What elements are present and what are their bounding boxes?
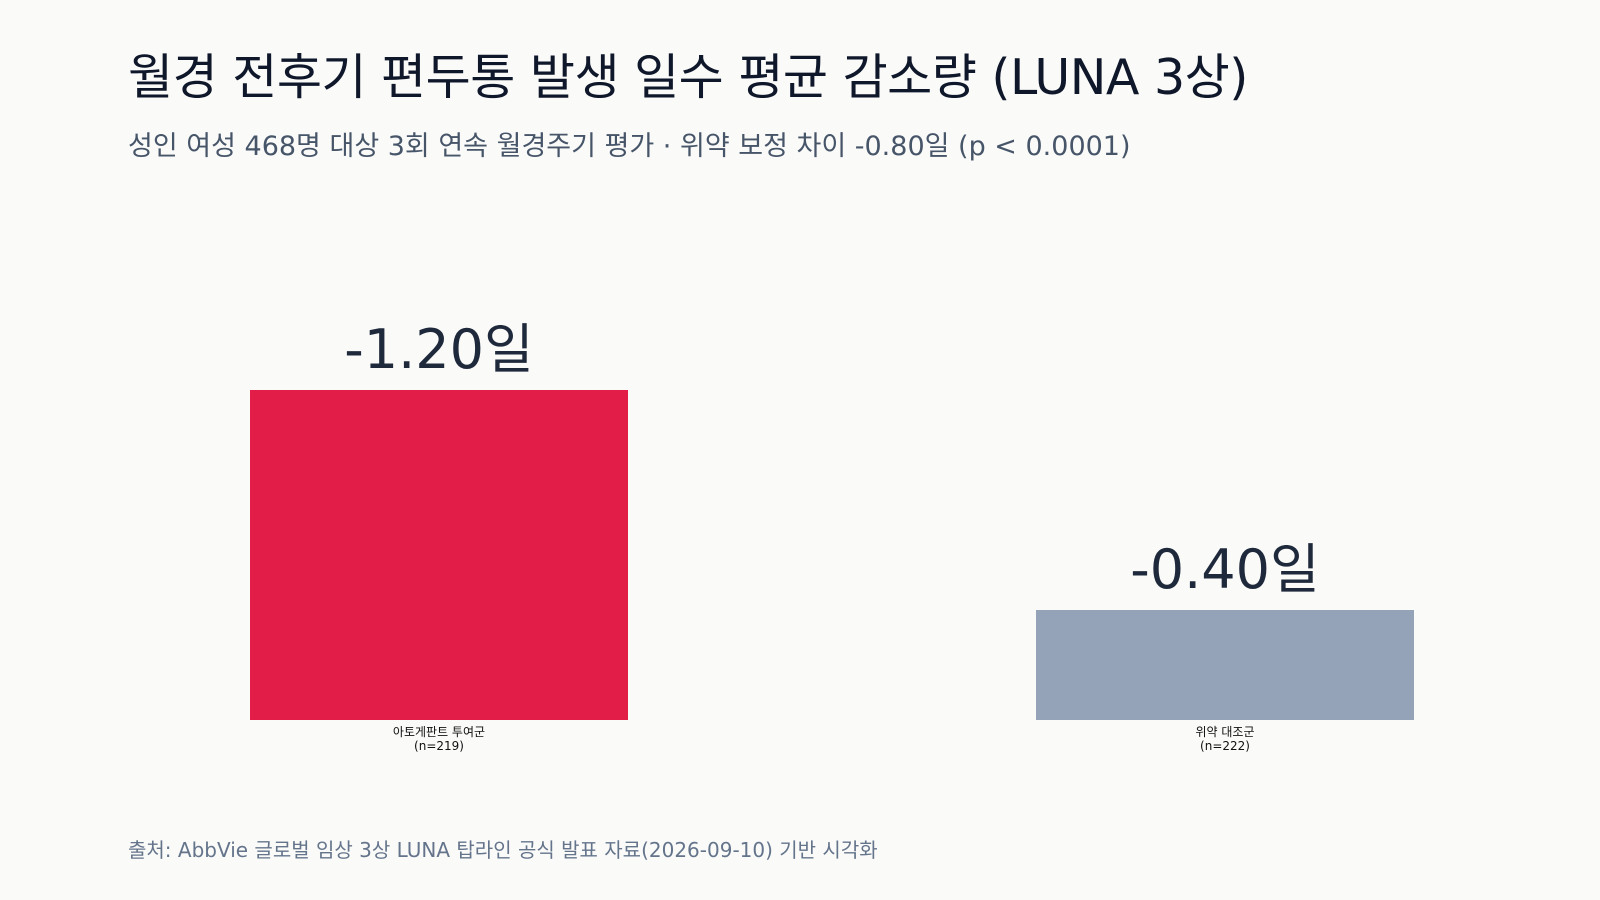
- source-note: 출처: AbbVie 글로벌 임상 3상 LUNA 탑라인 공식 발표 자료(2…: [128, 838, 878, 862]
- bar-1: [250, 390, 628, 720]
- data-label-1: -1.20일: [344, 318, 533, 381]
- category-label-1-line-1: 아토게판트 투여군: [393, 725, 485, 739]
- bar-2: [1036, 610, 1414, 720]
- data-label-2: -0.40일: [1130, 538, 1319, 601]
- category-label-2-line-2: (n=222): [1200, 739, 1250, 753]
- chart-subtitle: 성인 여성 468명 대상 3회 연속 월경주기 평가 · 위약 보정 차이 -…: [128, 131, 1131, 162]
- chart-title: 월경 전후기 편두통 발생 일수 평균 감소량 (LUNA 3상): [128, 49, 1248, 106]
- category-label-2-line-1: 위약 대조군: [1195, 724, 1254, 739]
- category-label-1-line-2: (n=219): [414, 739, 464, 753]
